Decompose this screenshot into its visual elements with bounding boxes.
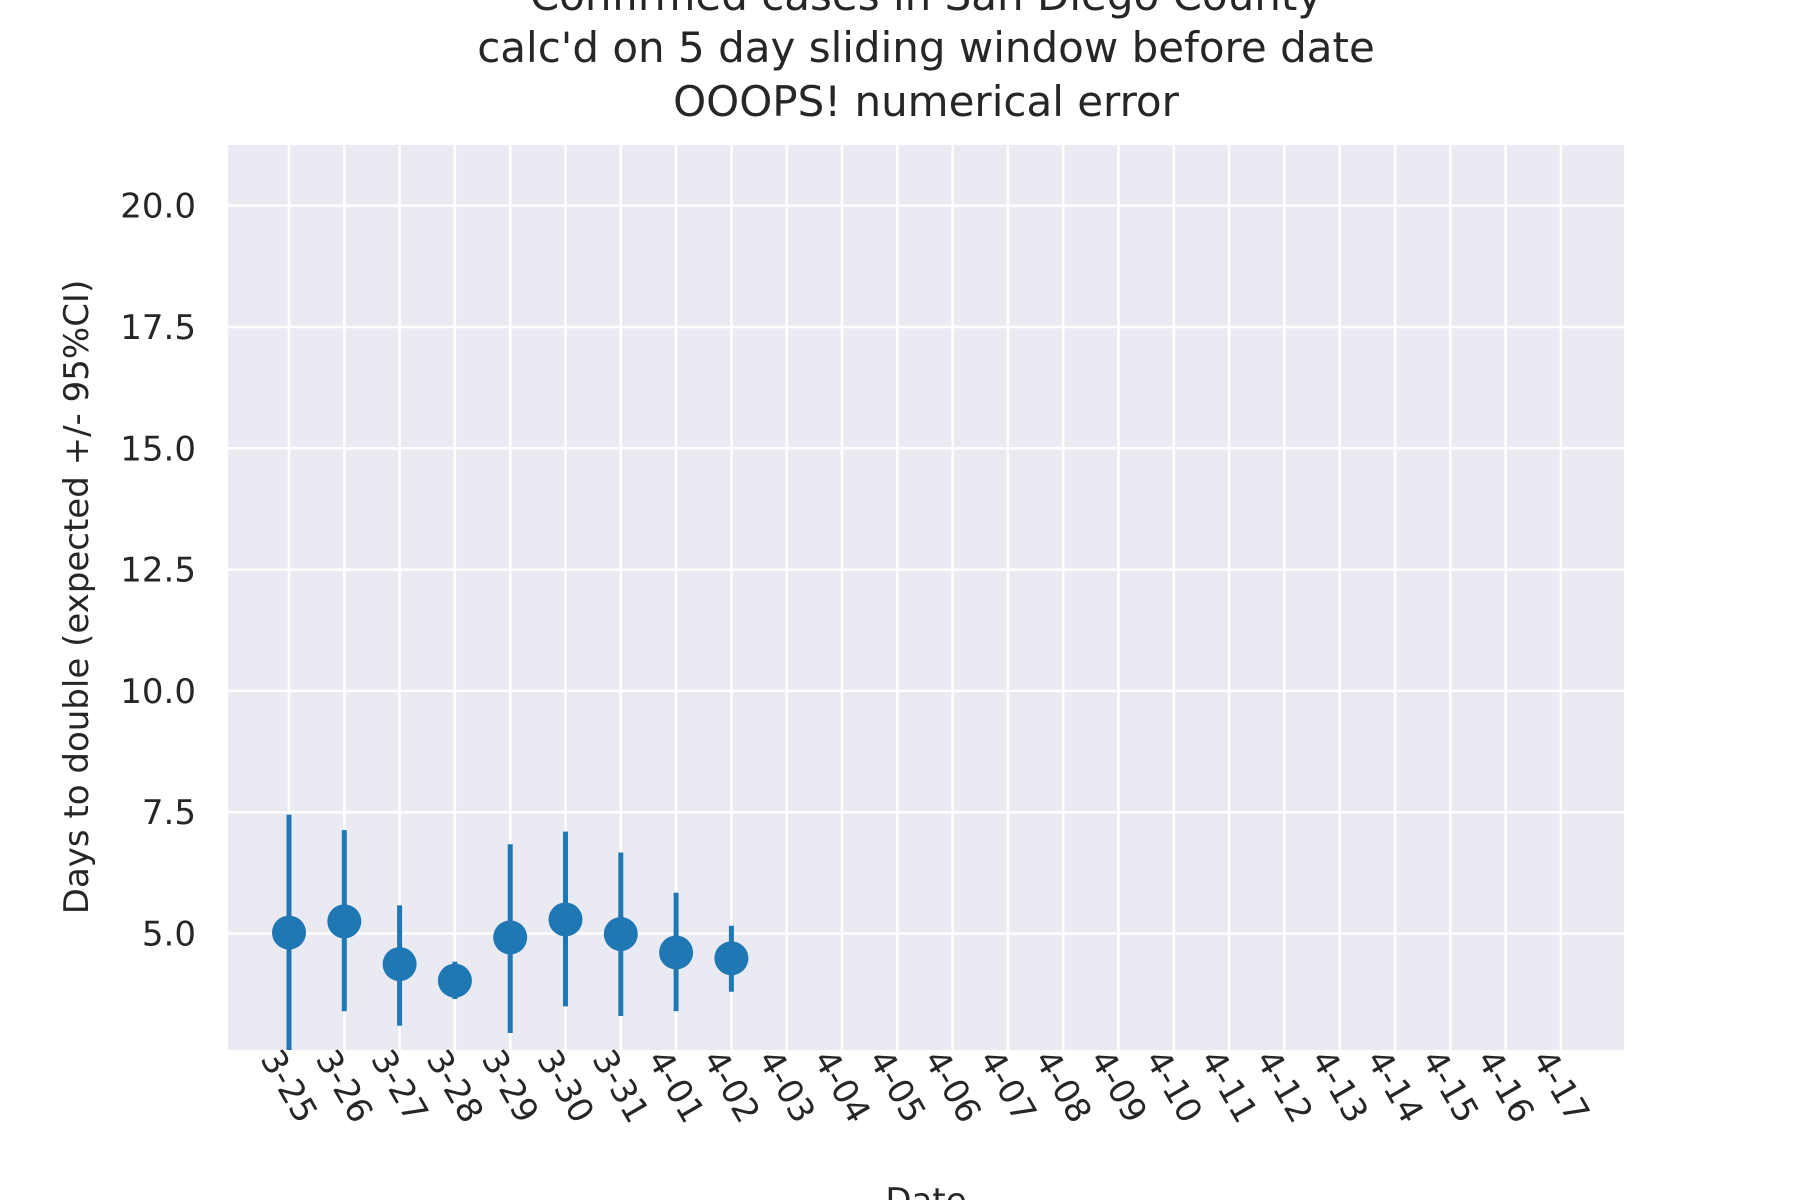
x-tick-label: 4-04 — [805, 1043, 878, 1130]
chart-title-line-1: Confirmed cases in San Diego County — [530, 0, 1322, 20]
x-tick-label: 4-11 — [1192, 1043, 1265, 1130]
y-tick-label: 7.5 — [142, 793, 196, 833]
data-point — [603, 917, 638, 952]
y-tick-label: 10.0 — [120, 672, 196, 712]
x-tick-label: 3-25 — [252, 1043, 325, 1130]
data-marks — [272, 814, 749, 1050]
data-point — [272, 915, 306, 950]
x-tick-label: 3-30 — [528, 1043, 601, 1130]
y-axis-label: Days to double (expected +/- 95%CI) — [57, 280, 97, 914]
y-tick-label: 20.0 — [120, 187, 196, 227]
data-point — [548, 902, 583, 937]
data-point — [327, 904, 362, 939]
y-tick-label: 12.5 — [120, 551, 196, 591]
x-axis-label: Date — [885, 1181, 966, 1200]
x-tick-label: 4-17 — [1524, 1043, 1597, 1130]
x-tick-label: 4-12 — [1247, 1043, 1320, 1130]
x-tick-label: 3-26 — [307, 1043, 380, 1130]
x-tick-label: 4-13 — [1303, 1043, 1376, 1130]
x-tick-labels: 3-253-263-273-283-293-303-314-014-024-03… — [252, 1043, 1597, 1130]
plot-area — [228, 145, 1624, 1050]
data-point — [659, 935, 694, 970]
x-tick-label: 4-02 — [694, 1043, 767, 1130]
x-tick-label: 4-09 — [1081, 1043, 1154, 1130]
x-tick-label: 4-07 — [971, 1043, 1044, 1130]
y-tick-label: 5.0 — [142, 915, 196, 955]
x-tick-label: 4-15 — [1413, 1043, 1486, 1130]
x-tick-label: 4-03 — [750, 1043, 823, 1130]
x-tick-label: 4-14 — [1358, 1043, 1431, 1130]
x-tick-label: 3-27 — [363, 1043, 436, 1130]
data-point — [714, 941, 749, 976]
x-tick-label: 4-06 — [916, 1043, 989, 1130]
y-tick-label: 15.0 — [120, 429, 196, 469]
x-tick-label: 3-31 — [584, 1043, 657, 1130]
y-tick-label: 17.5 — [120, 308, 196, 348]
x-tick-label: 4-16 — [1469, 1043, 1542, 1130]
data-point — [437, 963, 472, 998]
chart-title-line-2: calc'd on 5 day sliding window before da… — [477, 23, 1375, 72]
data-point — [382, 947, 417, 982]
x-tick-label: 4-05 — [860, 1043, 933, 1130]
x-tick-label: 4-10 — [1137, 1043, 1210, 1130]
y-tick-labels: 5.0 7.5 10.0 12.5 15.0 17.5 20.0 — [120, 187, 196, 955]
x-tick-label: 3-29 — [473, 1043, 546, 1130]
x-tick-label: 4-08 — [1026, 1043, 1099, 1130]
chart-title-line-3: OOOPS! numerical error — [673, 77, 1180, 126]
x-tick-label: 4-01 — [639, 1043, 712, 1130]
x-tick-label: 3-28 — [418, 1043, 491, 1130]
data-point — [493, 920, 528, 955]
grid — [228, 145, 1624, 1050]
